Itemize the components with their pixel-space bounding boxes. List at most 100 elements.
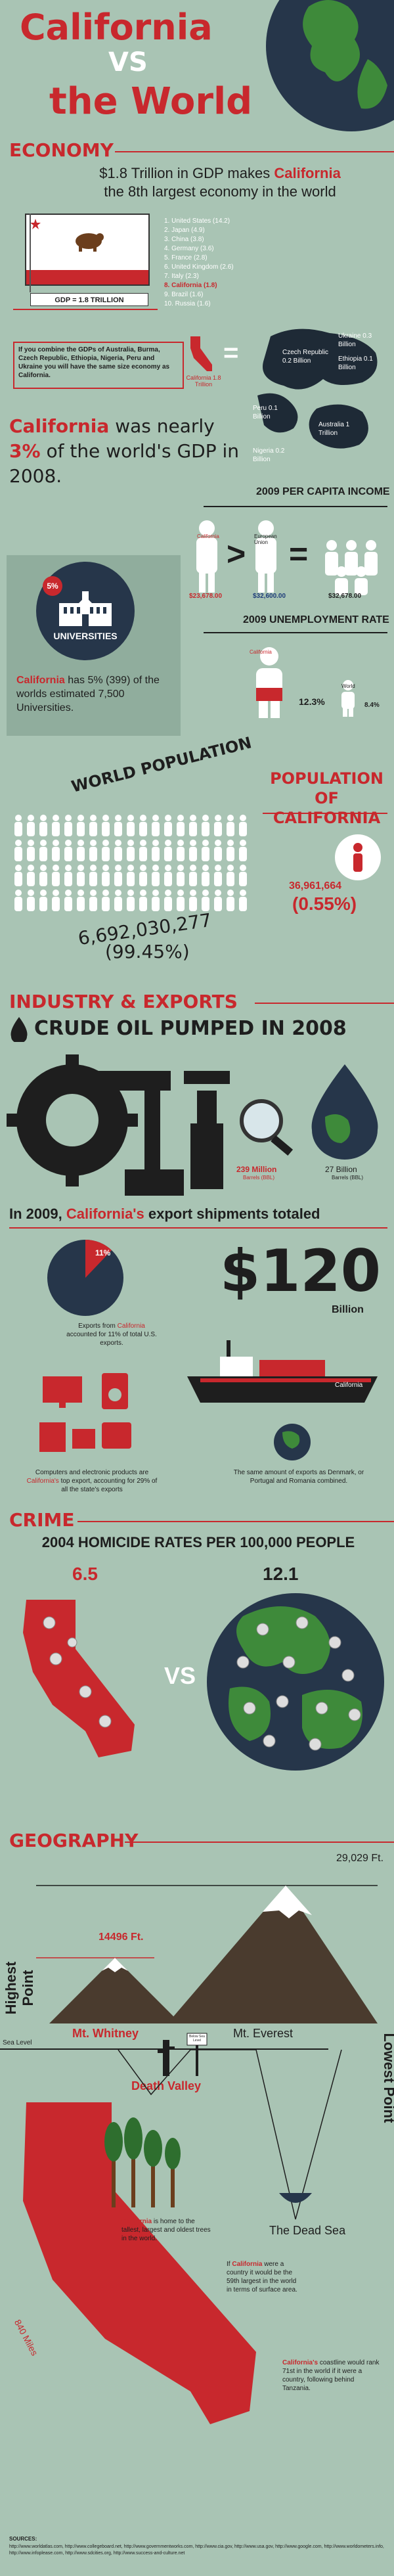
person-icon <box>353 843 362 872</box>
person-icon <box>14 890 22 911</box>
person-icon <box>127 865 135 886</box>
equals-sign: = <box>223 338 239 367</box>
ca-population-circle <box>335 834 381 880</box>
economy-headline: $1.8 Trillion in GDP makes California th… <box>99 165 341 200</box>
divider <box>115 151 394 152</box>
person-icon <box>27 865 35 886</box>
california-geography-map <box>23 2102 256 2424</box>
world-homicide-rate: 12.1 <box>263 1564 299 1584</box>
person-icon <box>164 815 172 836</box>
ca-oil-value: 239 Million <box>236 1165 277 1174</box>
person-icon <box>152 840 160 861</box>
country-size-text: If California were a country it would be… <box>227 2261 297 2294</box>
person-icon <box>89 865 97 886</box>
map-label: Czech Republic 0.2 Billion <box>282 349 329 365</box>
person-icon <box>89 815 97 836</box>
person-icon <box>152 890 160 911</box>
ca-income-label: California <box>197 533 219 539</box>
unemployment-title: 2009 UNEMPLOYMENT RATE <box>243 614 389 625</box>
ca-population-title: POPULATION OF CALIFORNIA <box>270 769 383 827</box>
income-figures: > = <box>196 520 378 595</box>
person-icon <box>14 840 22 861</box>
homicide-title: 2004 HOMICIDE RATES PER 100,000 PEOPLE <box>41 1534 355 1550</box>
person-icon <box>202 865 209 886</box>
person-icon <box>214 890 222 911</box>
person-icon <box>227 840 234 861</box>
whitney-label: Mt. Whitney <box>72 2027 139 2040</box>
person-icon <box>202 890 209 911</box>
person-icon <box>139 890 147 911</box>
dead-sea-label: The Dead Sea <box>269 2224 346 2237</box>
crime-title: CRIME <box>9 1509 75 1531</box>
world-oil-unit: Barrels (BBL) <box>332 1175 364 1181</box>
person-icon <box>164 840 172 861</box>
person-icon <box>189 865 197 886</box>
death-valley-label: Death Valley <box>131 2079 202 2092</box>
person-icon <box>52 890 60 911</box>
person-icon <box>202 815 209 836</box>
universities-label: UNIVERSITIES <box>53 631 118 641</box>
person-icon <box>52 840 60 861</box>
person-icon <box>177 890 185 911</box>
sources-title: SOURCES: <box>9 2536 37 2542</box>
combine-note: If you combine the GDPs of Australia, Bu… <box>13 342 184 389</box>
person-icon <box>14 815 22 836</box>
everest-label: Mt. Everest <box>233 2027 294 2040</box>
california-flag <box>25 214 150 286</box>
list-item: 4. Germany (3.6) <box>164 245 214 252</box>
pie-pct: 11% <box>95 1248 111 1257</box>
person-icon <box>27 840 35 861</box>
person-icon <box>139 840 147 861</box>
gdp-ranking-list: 1. United States (14.2) 2. Japan (4.9) 3… <box>164 217 234 309</box>
person-icon <box>64 890 72 911</box>
person-icon <box>102 840 110 861</box>
universities-badge: 5% UNIVERSITIES <box>36 562 135 660</box>
header-globe <box>266 0 394 131</box>
map-label: Ukraine 0.3 Billion <box>338 332 372 348</box>
coastline-text: California's coastline would rank 71st i… <box>282 2359 380 2392</box>
person-icon <box>64 840 72 861</box>
star-icon <box>30 219 41 229</box>
person-icon <box>189 890 197 911</box>
list-item: 5. France (2.8) <box>164 254 208 261</box>
sources-list: http://www.worldatlas.com, http://www.co… <box>9 2544 384 2556</box>
list-item: 10. Russia (1.6) <box>164 300 211 307</box>
person-icon <box>164 865 172 886</box>
world-unemployment-label: World <box>341 683 355 689</box>
exports-pie <box>47 1240 123 1316</box>
person-icon <box>39 865 47 886</box>
flag-caption: GDP = 1.8 TRILLION <box>30 293 148 306</box>
person-icon <box>14 865 22 886</box>
map-label: Peru 0.1 Billion <box>253 405 278 420</box>
svg-text:=: = <box>289 535 308 572</box>
person-icon <box>39 815 47 836</box>
rest-income-value: $32,678.00 <box>328 593 362 600</box>
pie-text: Exports from California accounted for 11… <box>66 1322 157 1347</box>
person-icon <box>89 840 97 861</box>
unemployment-figures <box>256 647 355 718</box>
list-item: 7. Italy (2.3) <box>164 273 199 280</box>
electronics-text: Computers and electronic products are Ca… <box>26 1469 158 1493</box>
person-icon <box>52 815 60 836</box>
oil-drop-icon <box>11 1017 28 1042</box>
world-population-grid <box>14 815 247 911</box>
list-item: 1. United States (14.2) <box>164 217 230 225</box>
person-icon <box>127 840 135 861</box>
ca-population-value: 36,961,664 <box>289 880 342 892</box>
person-icon <box>77 815 85 836</box>
map-label: Nigeria 0.2 Billion <box>253 447 285 463</box>
list-item: 6. United Kingdom (2.6) <box>164 263 234 271</box>
person-icon <box>114 815 122 836</box>
person-icon <box>214 865 222 886</box>
person-icon <box>214 815 222 836</box>
person-icon <box>227 815 234 836</box>
below-sea-level-contour <box>118 2049 342 2220</box>
person-icon <box>189 815 197 836</box>
cargo-ship <box>187 1340 378 1403</box>
person-icon <box>214 840 222 861</box>
person-icon <box>177 840 185 861</box>
person-icon <box>164 890 172 911</box>
everest-height: 29,029 Ft. <box>336 1853 384 1864</box>
world-population-title: WORLD POPULATION <box>69 733 253 796</box>
person-icon <box>52 865 60 886</box>
